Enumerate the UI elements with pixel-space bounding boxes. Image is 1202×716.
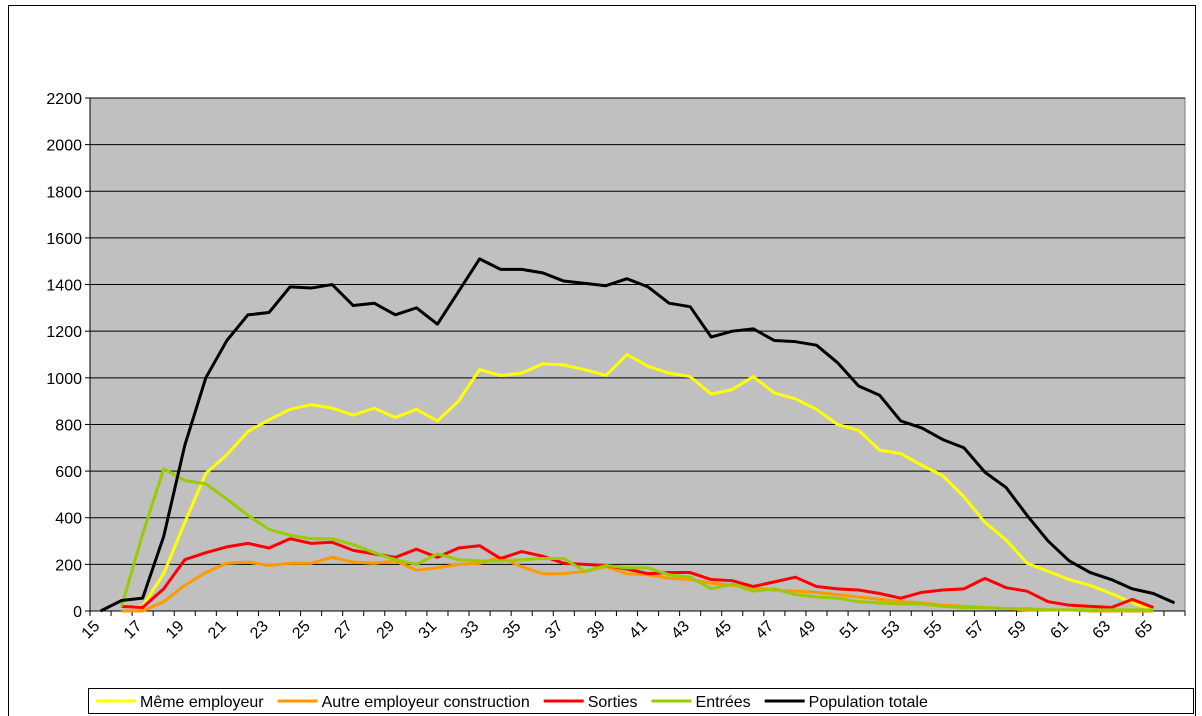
legend-label: Autre employeur construction [322,694,530,711]
y-tick-label: 1200 [46,324,82,341]
legend-label: Entrées [696,694,751,711]
y-tick-label: 2000 [46,138,82,155]
series-line [120,467,1154,612]
y-tick-label: 800 [55,417,82,434]
y-tick-label: 400 [55,511,82,528]
legend-label: Population totale [809,694,928,711]
legend-box [88,688,1194,714]
plot-area [89,97,1186,612]
series-line [99,257,1176,613]
legend-label: Sorties [588,694,638,711]
y-tick-label: 1600 [46,231,82,248]
y-tick-label: 2200 [46,91,82,108]
y-tick-label: 1000 [46,371,82,388]
y-tick-label: 1400 [46,278,82,295]
legend-label: Même employeur [140,694,264,711]
y-tick-label: 0 [73,604,82,621]
y-tick-label: 1800 [46,184,82,201]
series-line [121,537,1154,610]
series-line [121,353,1154,612]
y-tick-label: 200 [55,557,82,574]
y-tick-label: 600 [55,464,82,481]
